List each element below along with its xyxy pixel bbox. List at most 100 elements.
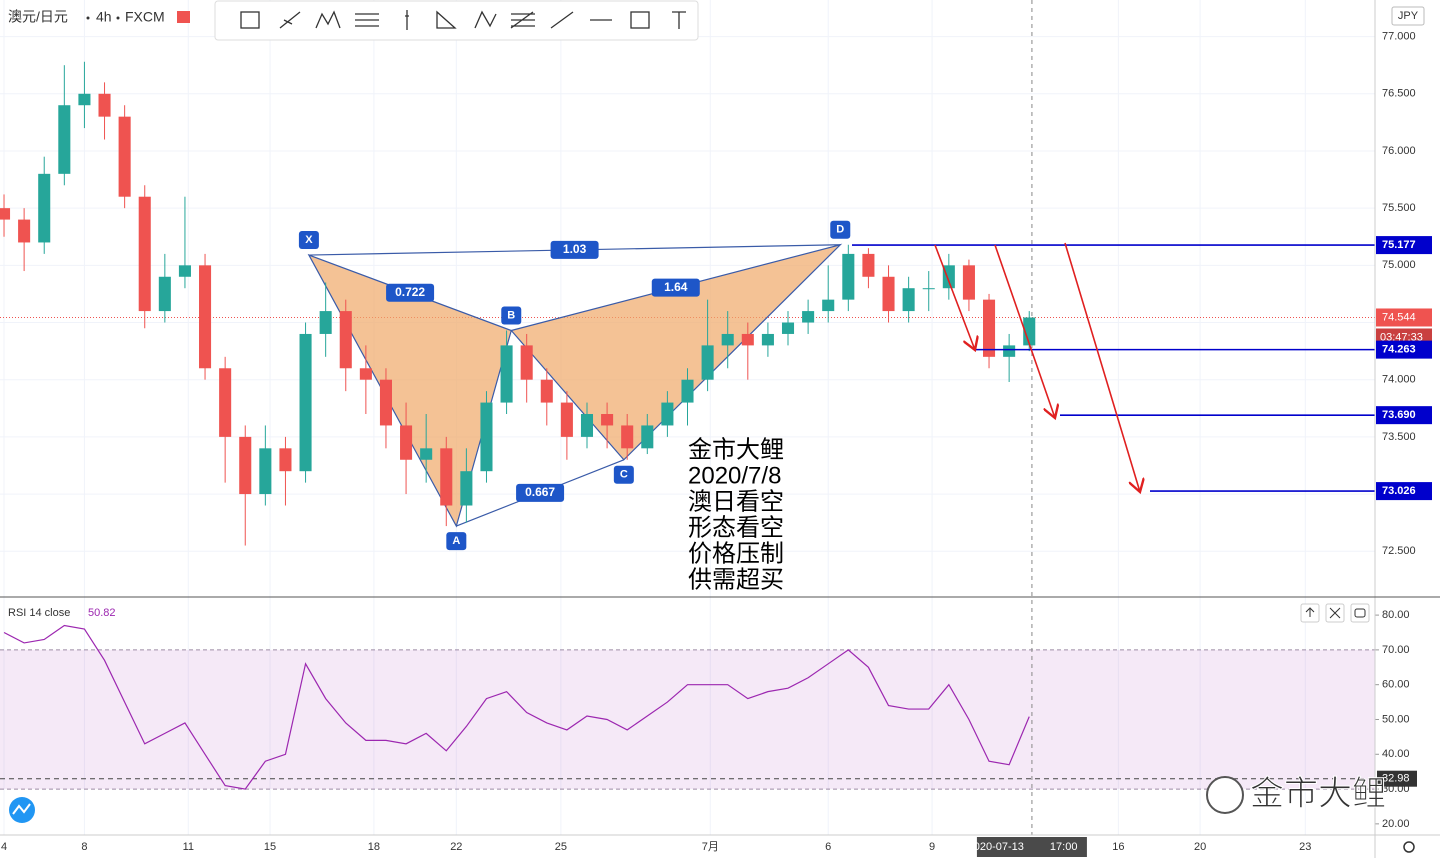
- candle-body: [701, 345, 714, 380]
- y-tick-label: 75.500: [1382, 202, 1416, 214]
- tool-rect[interactable]: [630, 11, 650, 29]
- level-box: [1376, 236, 1432, 255]
- tool-trendline[interactable]: [550, 11, 574, 29]
- ratio-label: 0.722: [395, 285, 425, 299]
- tool-abcd[interactable]: [474, 10, 497, 29]
- candle-body: [962, 265, 975, 300]
- candle-body: [902, 288, 915, 312]
- rsi-title: RSI 14 close: [8, 607, 70, 619]
- candle-body: [802, 311, 815, 323]
- candle-body: [761, 333, 774, 346]
- current-price-box: [1376, 308, 1432, 327]
- source: FXCM: [125, 9, 165, 25]
- settings[interactable]: [1403, 841, 1415, 853]
- candle-body: [78, 93, 91, 106]
- candle-body: [219, 368, 232, 437]
- symbol: 澳元/日元: [8, 9, 68, 25]
- tool-text[interactable]: [672, 11, 686, 29]
- tool-triangle[interactable]: [436, 10, 457, 29]
- candle-body: [842, 253, 855, 300]
- pattern-point-box: [298, 231, 319, 250]
- candle-body: [922, 288, 935, 290]
- ratio-box: [651, 278, 700, 297]
- candle-body: [259, 448, 272, 495]
- tool-fan[interactable]: [510, 11, 535, 29]
- candle-body: [741, 333, 754, 346]
- watermark-icon: [1206, 776, 1244, 814]
- x-tick-label: 23: [1299, 841, 1311, 853]
- annotation-line: 形态看空: [688, 514, 784, 541]
- rsi-tick-label: 80.00: [1382, 609, 1410, 621]
- candle-body: [540, 379, 553, 403]
- candle-body: [138, 196, 151, 312]
- crosshair-date: 2020-07-13: [968, 841, 1024, 853]
- candle-body: [862, 253, 875, 277]
- candle-body: [279, 448, 292, 472]
- x-tick-label: 25: [555, 841, 567, 853]
- rsi-tick-label: 40.00: [1382, 748, 1410, 760]
- y-tick-label: 76.500: [1382, 88, 1416, 100]
- tool-fib[interactable]: [355, 13, 379, 27]
- candle-body: [339, 311, 352, 369]
- tool-vline[interactable]: [405, 10, 409, 30]
- pattern-point-label: C: [620, 469, 628, 481]
- currency-button[interactable]: [1391, 6, 1425, 26]
- x-tick-label: 16: [1112, 841, 1124, 853]
- tool-xabcd[interactable]: [315, 10, 341, 29]
- interval: 4h: [96, 9, 112, 25]
- pattern-point-box: [613, 465, 634, 484]
- candle-body: [983, 299, 996, 357]
- annotation-line: 供需超买: [688, 566, 784, 593]
- logo-mark: [12, 803, 31, 815]
- projection-arrows: [934, 242, 1140, 492]
- candle-body: [500, 345, 513, 403]
- candle-body: [460, 471, 473, 506]
- candle-body: [721, 333, 734, 346]
- candle-body: [18, 219, 31, 243]
- x-tick-label: 4: [1, 841, 7, 853]
- crosshair-label-bg: [976, 837, 1087, 857]
- flag: [177, 11, 190, 23]
- y-tick-label: 72.500: [1382, 545, 1416, 557]
- candle-body: [400, 425, 413, 460]
- grid: [0, 0, 1379, 835]
- y-tick-label: 74.000: [1382, 374, 1416, 386]
- icon: [1354, 608, 1366, 618]
- candle-body: [942, 265, 955, 289]
- x-tick-label: 8: [81, 841, 87, 853]
- x-tick-label: 11: [183, 841, 194, 853]
- tool-path[interactable]: [279, 11, 301, 29]
- icon: [1305, 607, 1315, 617]
- pattern-point-box: [830, 220, 851, 239]
- pane-maximize[interactable]: [1350, 603, 1370, 623]
- candle-body: [379, 379, 392, 426]
- candle-body: [781, 322, 795, 334]
- annotation-line: 价格压制: [688, 540, 784, 567]
- arrow: [1064, 242, 1140, 492]
- ratio-box: [516, 483, 565, 502]
- candle-body: [359, 368, 372, 380]
- x-tick-label: 9: [929, 841, 935, 853]
- ratio-label: 1.03: [563, 242, 587, 256]
- candle-body: [1023, 317, 1036, 346]
- toolbar-icons: [240, 10, 686, 30]
- labels: 4811151822257月6916202372.50073.00073.500…: [1, 31, 1432, 857]
- level-label: 75.177: [1382, 239, 1416, 251]
- x-tick-label: 22: [450, 841, 462, 853]
- candle-body: [641, 425, 654, 449]
- candle-body: [199, 265, 212, 369]
- rsi-band: [0, 649, 1375, 790]
- tool-pattern[interactable]: [240, 11, 260, 29]
- candle-body: [239, 436, 252, 495]
- candle-body: [560, 402, 573, 437]
- ratio-label: 0.667: [525, 485, 555, 499]
- current-price-label: 74.544: [1382, 311, 1416, 323]
- separator-dot: [116, 16, 120, 20]
- candle-body: [420, 448, 433, 460]
- candle-body: [520, 345, 533, 380]
- pattern-point-label: X: [305, 234, 313, 246]
- x-tick-label: 7月: [702, 841, 719, 853]
- ratio-box: [386, 283, 435, 302]
- candle-body: [480, 402, 493, 472]
